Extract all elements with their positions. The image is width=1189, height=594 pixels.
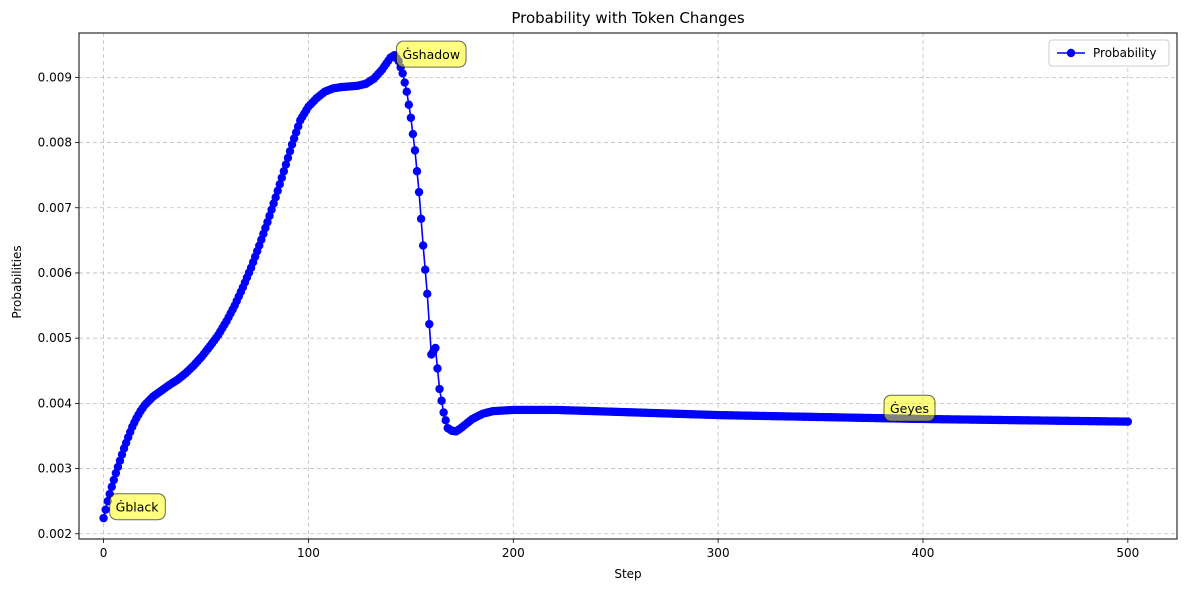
data-point: [406, 113, 416, 122]
chart-title: Probability with Token Changes: [511, 9, 745, 27]
data-point: [423, 289, 432, 299]
annotation-label: Ġshadow: [402, 46, 460, 62]
series-probability: [99, 50, 1133, 523]
x-tick-label: 500: [1116, 546, 1139, 560]
data-point: [101, 505, 110, 514]
data-point: [275, 180, 284, 189]
legend-marker: [1066, 48, 1076, 58]
x-tick-label: 200: [502, 546, 525, 560]
data-point: [107, 482, 116, 492]
annotation-box: [109, 493, 166, 521]
data-point: [425, 319, 434, 329]
data-point: [421, 265, 430, 274]
data-point: [431, 343, 440, 353]
data-point: [404, 100, 414, 109]
y-tick-label: 0.009: [38, 70, 72, 84]
data-point: [414, 187, 424, 197]
y-tick-label: 0.003: [38, 462, 72, 476]
data-point: [408, 129, 418, 139]
data-point: [271, 193, 280, 202]
axes: 0 100 200 300 400 500 0.002 0.003 0.004 0.005 0.00…: [38, 32, 1178, 560]
data-point: [435, 384, 444, 394]
y-tick-label: 0.006: [38, 266, 72, 280]
legend-label: Probability: [1093, 46, 1156, 60]
annotations: Ġblack Ġshadow Ġeyes: [109, 40, 936, 521]
data-point: [281, 160, 291, 169]
data-point: [1123, 417, 1133, 426]
data-point: [439, 408, 448, 417]
annotation-label: Ġeyes: [890, 400, 929, 416]
data-point: [400, 78, 409, 87]
x-axis-label: Step: [614, 567, 641, 581]
annotation: Ġeyes: [883, 394, 936, 422]
data-point: [437, 396, 446, 405]
data-point: [412, 167, 422, 176]
annotation: Ġblack: [109, 493, 166, 521]
data-point: [279, 167, 289, 176]
x-tick-label: 400: [912, 546, 935, 560]
data-point: [277, 173, 286, 182]
y-axis-label: Probabilities: [10, 245, 24, 318]
data-point: [402, 87, 411, 96]
y-tick-label: 0.002: [38, 527, 72, 541]
data-point: [398, 69, 407, 78]
x-tick-label: 100: [297, 546, 320, 560]
data-point: [418, 241, 428, 250]
plot-frame: [78, 32, 1178, 540]
series-line: [102, 54, 1128, 519]
y-tick-label: 0.005: [38, 331, 72, 345]
data-point: [283, 153, 293, 163]
data-point: [416, 214, 426, 224]
y-tick-label: 0.007: [38, 201, 72, 215]
data-point: [410, 146, 420, 155]
data-point: [441, 416, 450, 425]
x-tick-label: 300: [707, 546, 730, 560]
y-tick-label: 0.004: [38, 396, 72, 410]
data-point: [285, 146, 295, 156]
legend: Probability: [1048, 39, 1170, 67]
legend-box: [1048, 39, 1170, 67]
data-point: [433, 364, 442, 373]
y-tick-label: 0.008: [38, 136, 72, 150]
data-point: [109, 475, 119, 485]
data-point: [99, 513, 108, 523]
data-point: [273, 186, 282, 195]
grid: [79, 33, 1177, 539]
annotation-box: [395, 40, 467, 68]
x-tick-label: 0: [100, 546, 108, 560]
annotation-box: [883, 394, 936, 422]
annotation: Ġshadow: [395, 40, 467, 68]
annotation-label: Ġblack: [116, 499, 160, 515]
